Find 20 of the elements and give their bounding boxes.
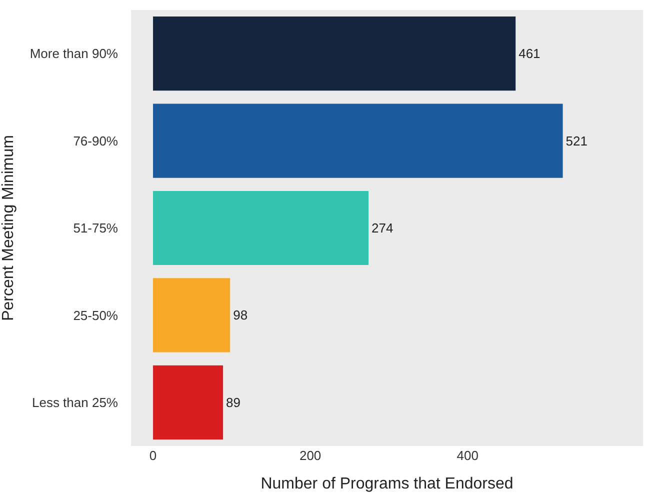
y-tick-label: 51-75% bbox=[73, 220, 118, 236]
x-tick-label: 200 bbox=[299, 448, 322, 463]
bar bbox=[153, 278, 230, 352]
bar bbox=[153, 365, 224, 440]
bar bbox=[153, 104, 563, 178]
x-tick-label: 0 bbox=[149, 448, 157, 463]
data-label: 98 bbox=[233, 308, 248, 323]
y-tick-label: 25-50% bbox=[73, 308, 118, 323]
bar bbox=[153, 16, 516, 91]
y-tick-label: 76-90% bbox=[73, 133, 118, 148]
bar bbox=[153, 190, 369, 266]
x-tick-label: 400 bbox=[456, 448, 478, 463]
data-label: 521 bbox=[566, 133, 588, 148]
x-axis-title: Number of Programs that Endorsed bbox=[260, 476, 514, 493]
y-axis-title: Percent Meeting Minimum bbox=[0, 135, 17, 321]
data-label: 274 bbox=[372, 220, 394, 236]
data-label: 461 bbox=[518, 46, 540, 62]
y-tick-label: More than 90% bbox=[30, 46, 118, 62]
y-tick-label: Less than 25% bbox=[32, 394, 118, 410]
data-label: 89 bbox=[226, 394, 240, 410]
